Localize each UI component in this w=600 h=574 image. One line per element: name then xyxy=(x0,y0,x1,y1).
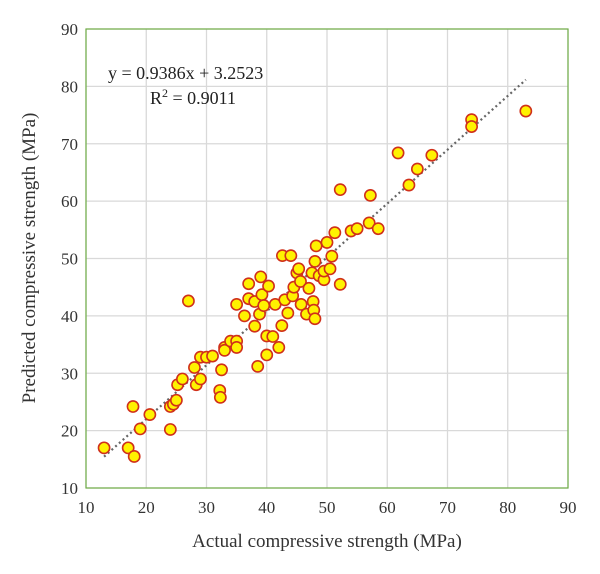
data-point xyxy=(465,120,478,133)
data-point xyxy=(175,372,189,386)
data-point xyxy=(363,188,377,202)
data-point xyxy=(371,222,385,236)
data-point xyxy=(238,309,251,323)
data-point xyxy=(294,297,308,311)
data-point xyxy=(266,330,280,343)
y-axis-label: Predicted compressive strength (MPa) xyxy=(19,113,40,404)
x-tick-label: 30 xyxy=(198,498,215,517)
x-axis-ticks: 10 20 30 40 50 60 70 80 90 xyxy=(78,498,577,517)
r-squared-exponent: 2 xyxy=(162,86,168,100)
data-point xyxy=(410,162,424,176)
data-point xyxy=(391,146,405,160)
data-point xyxy=(323,262,337,276)
data-point xyxy=(302,281,316,295)
y-tick-label: 40 xyxy=(61,307,78,326)
data-point xyxy=(257,299,271,312)
data-point xyxy=(333,277,347,291)
data-point xyxy=(260,348,274,362)
y-tick-label: 90 xyxy=(61,20,78,39)
y-tick-label: 80 xyxy=(61,77,78,96)
data-point xyxy=(350,222,364,236)
data-point xyxy=(425,148,439,162)
data-point xyxy=(333,183,347,197)
data-point xyxy=(194,372,207,386)
data-point xyxy=(126,400,140,413)
r-squared-value: = 0.9011 xyxy=(168,88,236,108)
y-tick-label: 50 xyxy=(61,250,78,269)
data-point xyxy=(143,408,157,421)
x-tick-label: 60 xyxy=(379,498,396,517)
data-point xyxy=(188,361,201,374)
data-point xyxy=(284,249,298,263)
data-point xyxy=(272,341,286,354)
data-point xyxy=(328,226,342,240)
data-point xyxy=(325,249,339,263)
y-axis-ticks: 10 20 30 40 50 60 70 80 90 xyxy=(61,20,78,498)
data-point xyxy=(262,279,275,293)
data-point xyxy=(519,104,533,118)
data-point xyxy=(292,262,306,276)
data-point xyxy=(215,363,228,377)
data-point xyxy=(182,294,195,308)
data-point xyxy=(275,319,289,333)
trendline xyxy=(103,78,527,458)
data-point xyxy=(169,393,183,407)
data-point xyxy=(281,306,295,320)
x-tick-label: 40 xyxy=(258,498,275,517)
data-point xyxy=(309,239,323,253)
data-point xyxy=(320,236,334,249)
r-squared-label: R2 = 0.9011 xyxy=(150,86,236,108)
data-point xyxy=(206,349,219,363)
data-point xyxy=(230,341,244,354)
y-tick-label: 30 xyxy=(61,364,78,383)
x-axis-label: Actual compressive strength (MPa) xyxy=(192,531,462,552)
y-tick-label: 70 xyxy=(61,135,78,154)
data-point xyxy=(254,270,268,284)
data-point xyxy=(127,450,141,463)
data-point xyxy=(402,178,416,192)
y-tick-label: 10 xyxy=(61,479,78,498)
x-tick-label: 80 xyxy=(499,498,516,517)
x-tick-label: 20 xyxy=(138,498,155,517)
data-point xyxy=(213,390,227,404)
y-tick-label: 60 xyxy=(61,192,78,211)
data-point xyxy=(133,422,147,436)
data-point xyxy=(251,359,265,373)
data-point xyxy=(308,254,322,268)
data-point xyxy=(218,343,231,357)
x-tick-label: 70 xyxy=(439,498,456,517)
data-point xyxy=(97,441,111,455)
x-tick-label: 50 xyxy=(319,498,336,517)
data-point xyxy=(163,423,177,436)
data-point xyxy=(362,216,376,230)
data-point xyxy=(308,312,322,326)
data-point xyxy=(121,441,135,455)
data-point xyxy=(294,275,307,288)
plot-frame xyxy=(85,28,569,489)
data-point xyxy=(242,277,256,291)
y-tick-label: 20 xyxy=(61,422,78,441)
trendline-equation: y = 0.9386x + 3.2523 xyxy=(108,63,263,83)
data-points xyxy=(97,104,533,463)
data-point xyxy=(230,297,244,311)
x-tick-label: 10 xyxy=(78,498,95,517)
data-point xyxy=(248,319,262,333)
r-squared-symbol: R xyxy=(150,88,162,108)
x-tick-label: 90 xyxy=(560,498,577,517)
